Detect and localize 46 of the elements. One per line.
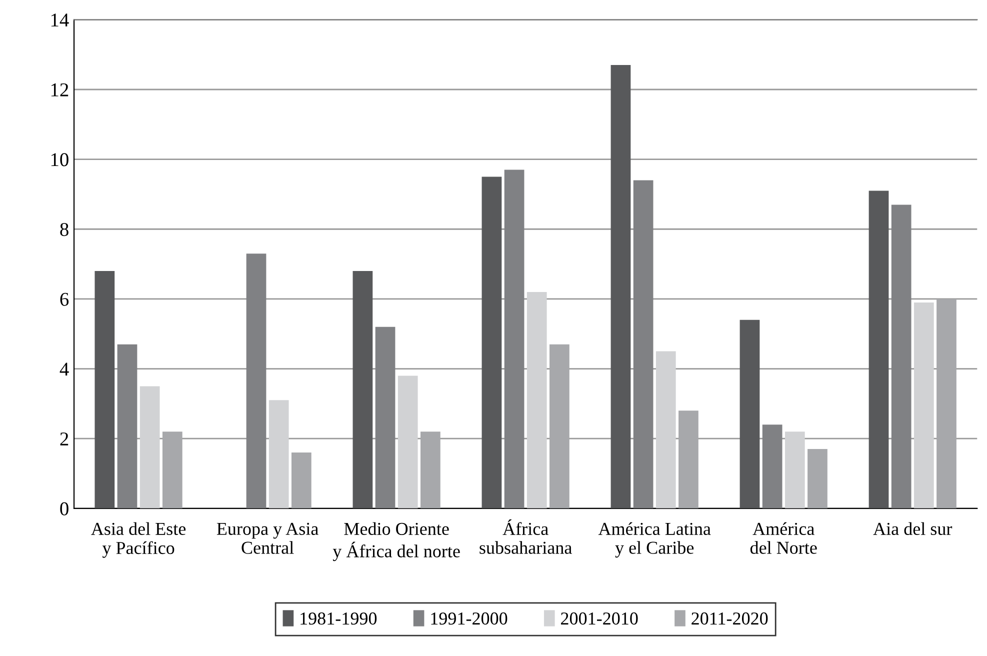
x-tick-label: Medio Oriente y África del norte bbox=[332, 522, 460, 562]
y-tick-label: 14 bbox=[51, 14, 69, 26]
legend-label: 2011-2020 bbox=[692, 612, 768, 625]
legend-label: 1991-2000 bbox=[431, 612, 508, 625]
bar bbox=[633, 180, 654, 508]
bar bbox=[526, 292, 547, 508]
x-tick-label: África subsahariana bbox=[480, 519, 572, 554]
legend-label: 2001-2010 bbox=[561, 612, 638, 625]
bar bbox=[868, 190, 889, 508]
y-tick-label: 12 bbox=[51, 83, 68, 96]
y-tick-label: 4 bbox=[60, 362, 69, 376]
bar bbox=[610, 65, 631, 508]
x-tick-label: América Latina y el Caribe bbox=[598, 522, 711, 558]
bar bbox=[550, 344, 570, 508]
bar bbox=[914, 302, 934, 508]
bar bbox=[375, 326, 396, 508]
bar bbox=[784, 432, 805, 508]
bar bbox=[140, 386, 160, 508]
bar bbox=[162, 432, 182, 508]
bar bbox=[936, 298, 956, 508]
x-tick-label: América del Norte bbox=[750, 522, 817, 554]
x-tick-label: Asia del Este y Pacífico bbox=[91, 522, 186, 558]
y-tick-label: 0 bbox=[60, 502, 68, 516]
bar bbox=[94, 271, 115, 508]
bar bbox=[656, 351, 676, 508]
y-tick-label: 2 bbox=[60, 432, 68, 446]
bar bbox=[808, 449, 828, 508]
bar bbox=[246, 254, 266, 508]
bar bbox=[762, 424, 782, 508]
bar bbox=[678, 410, 698, 508]
y-tick-label: 6 bbox=[60, 292, 69, 306]
x-tick-label: Europa y Asia Central bbox=[216, 522, 318, 554]
bar bbox=[268, 400, 289, 508]
bar bbox=[398, 376, 418, 508]
x-tick-label: Aia del sur bbox=[873, 522, 952, 535]
y-tick-label: 10 bbox=[51, 153, 68, 166]
bar bbox=[117, 344, 138, 508]
bar bbox=[420, 432, 440, 508]
bar bbox=[504, 170, 524, 508]
y-tick-label: 8 bbox=[60, 222, 68, 236]
bar bbox=[740, 320, 760, 508]
bar bbox=[291, 452, 312, 508]
legend-label: 1981-1990 bbox=[300, 612, 377, 625]
bar bbox=[891, 204, 912, 508]
bar bbox=[352, 271, 373, 508]
bar bbox=[482, 176, 502, 508]
